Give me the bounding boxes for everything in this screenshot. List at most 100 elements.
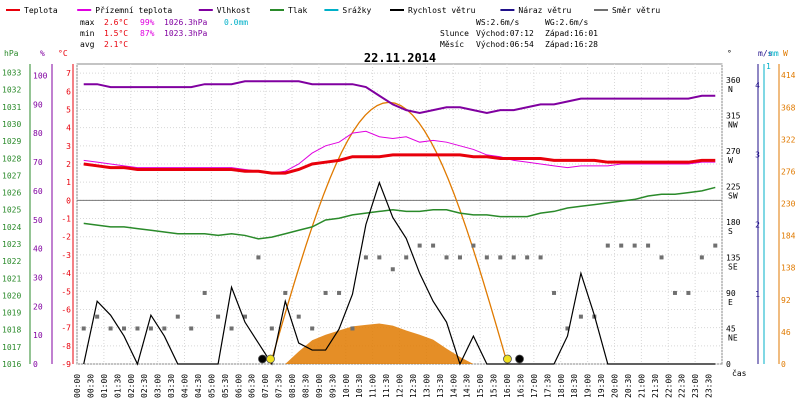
tick-time: 05:30 xyxy=(221,374,230,398)
tick-direction-sector: W xyxy=(728,156,733,165)
wind-direction-point xyxy=(444,255,449,260)
tick-humidity: 20 xyxy=(33,302,43,311)
wind-direction-point xyxy=(538,255,543,260)
tick-time: 06:00 xyxy=(234,374,243,398)
wind-direction-point xyxy=(552,290,557,295)
wind-direction-point xyxy=(81,326,86,331)
axis-unit-hpa: hPa xyxy=(4,49,19,58)
stats-row-label: max xyxy=(80,18,95,27)
axis-unit-mm: mm xyxy=(769,49,779,58)
wind-direction-point xyxy=(457,255,462,260)
wind-direction-point xyxy=(323,290,328,295)
tick-pressure: 1017 xyxy=(2,343,21,352)
tick-rain: 1 xyxy=(766,62,771,71)
tick-time: 12:30 xyxy=(409,374,418,398)
tick-time: 07:00 xyxy=(261,374,270,398)
tick-temp: 1 xyxy=(66,178,71,187)
tick-solar: 230 xyxy=(781,200,796,209)
tick-solar: 368 xyxy=(781,103,796,112)
tick-temp: -1 xyxy=(61,215,71,224)
tick-pressure: 1016 xyxy=(2,360,21,369)
legend-label: Přízemní teplota xyxy=(95,6,172,15)
tick-pressure: 1020 xyxy=(2,291,21,300)
tick-humidity: 60 xyxy=(33,187,43,196)
wind-direction-point xyxy=(135,326,140,331)
tick-solar: 92 xyxy=(781,296,791,305)
tick-time: 19:30 xyxy=(597,374,606,398)
wind-direction-point xyxy=(659,255,664,260)
tick-time: 20:00 xyxy=(611,374,620,398)
wind-direction-point xyxy=(377,255,382,260)
wind-direction-point xyxy=(471,243,476,248)
wind-direction-point xyxy=(175,314,180,319)
wind-direction-point xyxy=(578,314,583,319)
tick-time: 18:00 xyxy=(557,374,566,398)
tick-pressure: 1025 xyxy=(2,206,21,215)
moon-marker xyxy=(515,354,524,364)
tick-direction: 45 xyxy=(726,324,736,333)
tick-time: 00:30 xyxy=(86,374,95,398)
tick-temp: 3 xyxy=(66,142,71,151)
tick-temp: -6 xyxy=(61,305,71,314)
tick-pressure: 1019 xyxy=(2,309,21,318)
axis-unit-pct: % xyxy=(40,49,45,58)
series-ground-temp xyxy=(83,130,716,174)
wind-direction-point xyxy=(605,243,610,248)
tick-temp: -9 xyxy=(61,360,71,369)
wind-direction-point xyxy=(296,314,301,319)
tick-solar: 46 xyxy=(781,328,791,337)
wind-direction-point xyxy=(229,326,234,331)
wind-direction-point xyxy=(686,290,691,295)
axes: hPa% °C1033103210311030102910281027102610… xyxy=(2,49,796,398)
tick-direction-sector: NE xyxy=(728,333,738,342)
stats-wind-speed: WS:2.6m/s xyxy=(476,18,520,27)
axis-unit-time: čas xyxy=(732,368,747,378)
tick-time: 22:00 xyxy=(664,374,673,398)
stats-rain: 0.0mm xyxy=(224,18,248,27)
wind-direction-point xyxy=(417,243,422,248)
wind-direction-point xyxy=(619,243,624,248)
tick-humidity: 50 xyxy=(33,216,43,225)
stats-row-label: min xyxy=(80,29,95,38)
tick-temp: -5 xyxy=(61,287,71,296)
tick-temp: -7 xyxy=(61,324,71,333)
tick-time: 06:30 xyxy=(248,374,257,398)
tick-time: 18:30 xyxy=(570,374,579,398)
tick-time: 22:30 xyxy=(678,374,687,398)
tick-direction: 225 xyxy=(726,182,741,191)
stats-temp: 1.5°C xyxy=(104,29,128,38)
tick-time: 02:00 xyxy=(127,374,136,398)
stats-temp: 2.1°C xyxy=(104,40,128,49)
tick-time: 09:00 xyxy=(315,374,324,398)
tick-time: 12:00 xyxy=(396,374,405,398)
wind-direction-point xyxy=(189,326,194,331)
sun-marker xyxy=(503,354,512,364)
wind-direction-point xyxy=(699,255,704,260)
wind-direction-point xyxy=(269,326,274,331)
wind-direction-point xyxy=(363,255,368,260)
stats-humidity: 87% xyxy=(140,29,155,38)
tick-time: 20:30 xyxy=(624,374,633,398)
tick-temp: 6 xyxy=(66,87,71,96)
wind-direction-point xyxy=(148,326,153,331)
legend-label: Směr větru xyxy=(612,6,660,15)
axis-unit-deg: ° xyxy=(727,49,732,58)
tick-pressure: 1028 xyxy=(2,154,21,163)
tick-solar: 0 xyxy=(781,360,786,369)
tick-temp: -2 xyxy=(61,233,71,242)
series-humidity xyxy=(83,80,716,115)
legend-label: Teplota xyxy=(24,6,58,15)
tick-direction: 315 xyxy=(726,111,741,120)
wind-direction-point xyxy=(431,243,436,248)
wind-direction-point xyxy=(632,243,637,248)
stats-wind-gust: WG:2.6m/s xyxy=(545,18,589,27)
tick-time: 01:30 xyxy=(113,374,122,398)
series-temperature xyxy=(83,153,716,175)
tick-time: 17:30 xyxy=(543,374,552,398)
tick-time: 16:30 xyxy=(516,374,525,398)
tick-solar: 414 xyxy=(781,71,796,80)
tick-time: 05:00 xyxy=(207,374,216,398)
tick-direction: 90 xyxy=(726,289,736,298)
tick-pressure: 1027 xyxy=(2,171,21,180)
